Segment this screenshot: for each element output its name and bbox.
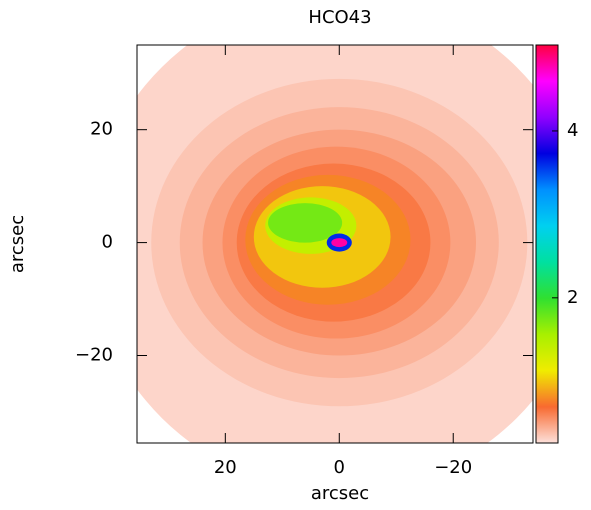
contour-level <box>268 203 343 243</box>
x-axis-label: arcsec <box>311 483 369 504</box>
x-tick-label: −20 <box>434 457 472 478</box>
chart-title: HCO43 <box>308 7 371 28</box>
map <box>137 45 533 443</box>
plot-frame <box>136 44 534 444</box>
x-tick-label: 20 <box>214 457 237 478</box>
y-tick-label: 20 <box>90 119 113 140</box>
y-axis-label: arcsec <box>7 215 28 273</box>
colorbar-tick-label: 2 <box>567 287 578 308</box>
contour-level <box>331 238 348 248</box>
y-tick-label: −20 <box>75 344 113 365</box>
y-tick-label: 0 <box>102 232 113 253</box>
x-tick-label: 0 <box>334 457 345 478</box>
colorbar <box>535 44 559 444</box>
colorbar-tick-label: 4 <box>567 120 578 141</box>
